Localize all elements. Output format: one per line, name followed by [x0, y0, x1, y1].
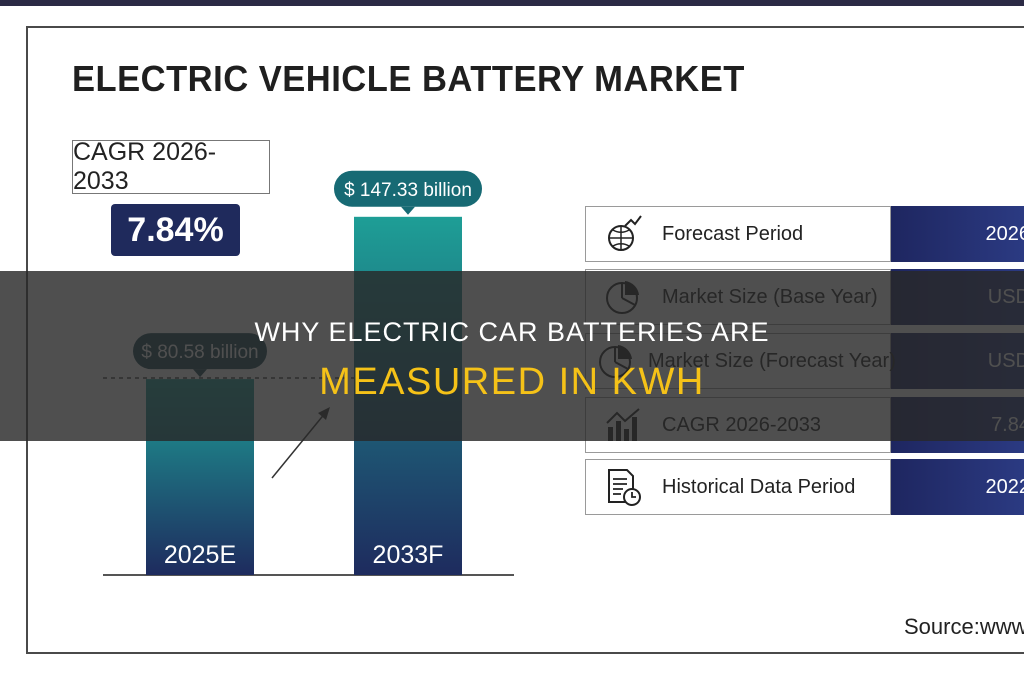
source-text: Source:www.: [904, 614, 1024, 639]
document-clock-icon: [596, 465, 650, 509]
info-row-value-cell: 2026: [891, 206, 1024, 262]
chart-title: ELECTRIC VEHICLE BATTERY MARKET: [72, 58, 745, 99]
banner-title-line1: WHY ELECTRIC CAR BATTERIES ARE: [254, 317, 770, 347]
info-row-label-cell: Forecast Period: [585, 206, 891, 262]
info-row-label-cell: Historical Data Period: [585, 459, 891, 515]
info-row-value: 2022: [985, 475, 1024, 498]
info-row: Forecast Period 2026: [585, 206, 1024, 262]
value-label-pill: $ 147.33 billion: [334, 170, 482, 215]
cagr-label: CAGR 2026-2033: [72, 138, 270, 195]
banner-title-line2: MEASURED IN KWH: [319, 361, 705, 403]
category-label: 2025E: [164, 541, 236, 569]
value-label: $ 147.33 billion: [344, 180, 472, 201]
info-row-label: Forecast Period: [662, 222, 804, 245]
info-row: Historical Data Period 2022: [585, 459, 1024, 515]
info-row-label: Historical Data Period: [662, 475, 856, 498]
title-banner: [0, 271, 1024, 441]
category-label: 2033F: [373, 541, 444, 569]
info-row-value: 2026: [985, 222, 1024, 245]
info-row-value-cell: 2022: [891, 459, 1024, 515]
globe-chart-icon: [596, 212, 650, 256]
cagr-value: 7.84%: [111, 204, 240, 256]
